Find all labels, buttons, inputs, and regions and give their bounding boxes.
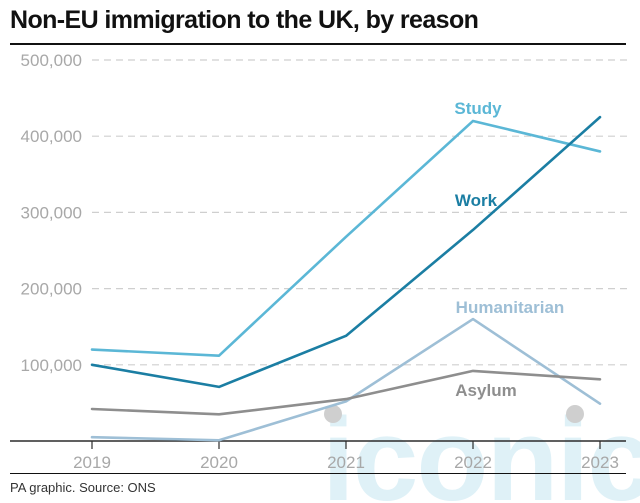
y-tick-label: 300,000 [21,203,82,222]
series-line-humanitarian [90,317,602,442]
series-labels: Study Work Humanitarian Asylum [454,99,564,400]
y-tick-label: 500,000 [21,51,82,70]
series-line-work [90,115,602,389]
x-tick-label: 2020 [200,453,238,472]
watermark: iconic [322,394,640,503]
series-label-study: Study [454,99,502,118]
series-label-humanitarian: Humanitarian [456,298,565,317]
series-line-asylum [90,369,602,416]
title-divider [10,43,626,45]
x-tick-label: 2019 [73,453,111,472]
y-tick-label: 400,000 [21,127,82,146]
series-label-work: Work [455,191,498,210]
source-note: PA graphic. Source: ONS [10,480,156,495]
footer-divider [10,473,626,474]
grid [92,59,628,366]
y-tick-label: 200,000 [21,280,82,299]
series-lines [90,115,602,442]
series-line-study [90,119,602,357]
x-tick-label: 2021 [327,453,365,472]
watermark-dot-left [324,405,342,423]
x-tick-label: 2022 [454,453,492,472]
watermark-dot-right [566,405,584,423]
chart-title: Non-EU immigration to the UK, by reason [10,6,479,34]
axes: 100,000 200,000 300,000 400,000 500,000 2019 2… [10,51,626,472]
watermark-text: iconic [322,394,640,503]
x-tick-label: 2023 [581,453,619,472]
y-tick-label: 100,000 [21,356,82,375]
series-label-asylum: Asylum [455,381,516,400]
